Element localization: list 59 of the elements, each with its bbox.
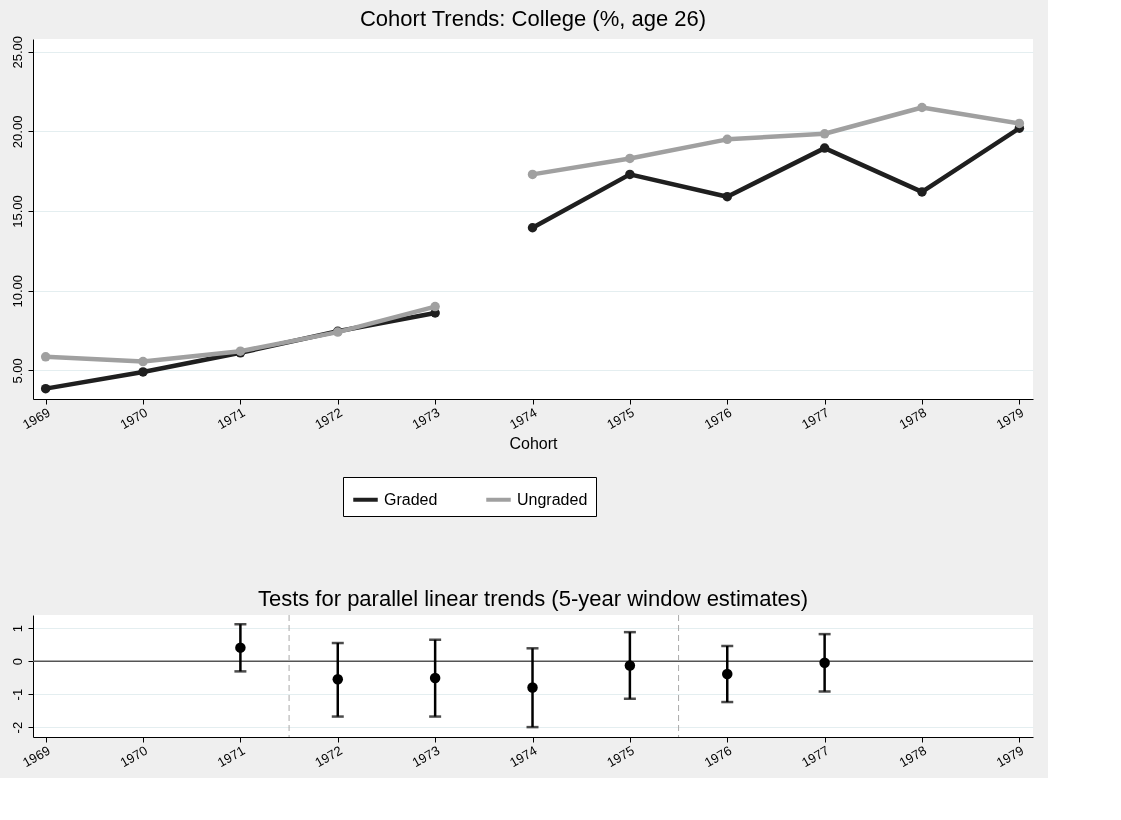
point	[138, 367, 148, 377]
point	[527, 682, 538, 693]
x-tick-label: 1972	[312, 404, 345, 433]
point	[235, 642, 246, 653]
chart-title: Cohort Trends: College (%, age 26)	[359, 6, 707, 32]
point	[527, 169, 538, 180]
y-tick-label: 1	[9, 625, 25, 633]
point	[1014, 118, 1025, 129]
legend-label: Graded	[384, 490, 438, 508]
x-tick-label: 1978	[896, 404, 929, 433]
point	[917, 187, 927, 197]
y-tick-label: 10.00	[9, 274, 25, 308]
x-tick-label: 1970	[117, 404, 151, 433]
x-tick-label: 1973	[409, 742, 443, 771]
point	[625, 153, 635, 164]
x-tick-label: 1979	[993, 742, 1027, 771]
point	[624, 660, 636, 671]
x-tick-label: 1978	[896, 742, 929, 771]
point	[722, 134, 732, 145]
point	[819, 143, 830, 153]
point	[722, 668, 733, 680]
y-tick-label: -2	[9, 721, 25, 734]
point	[430, 301, 440, 312]
y-tick-label: 15.00	[9, 195, 25, 228]
point	[819, 129, 830, 139]
x-tick-label: 1974	[506, 742, 540, 771]
point	[40, 352, 51, 362]
x-tick-label: 1976	[701, 742, 735, 771]
x-tick-label: 1972	[312, 742, 345, 771]
x-tick-label: 1973	[409, 404, 443, 433]
x-tick-label: 1979	[993, 404, 1027, 433]
x-tick-label: 1976	[701, 404, 735, 433]
point	[527, 223, 538, 233]
x-tick-label: 1970	[117, 742, 151, 771]
chart-title: Tests for parallel linear trends (5-year window estimates)	[257, 585, 809, 611]
y-tick-label: 25.00	[9, 35, 25, 69]
x-tick-label: 1971	[214, 404, 248, 433]
legend-label: Ungraded	[517, 490, 588, 508]
point	[722, 191, 732, 202]
x-tick-label: 1969	[20, 404, 53, 433]
point	[917, 102, 927, 113]
x-tick-label: 1975	[604, 742, 637, 771]
y-tick-label: 0	[9, 658, 25, 666]
point	[138, 356, 148, 367]
x-tick-label: 1969	[20, 742, 53, 771]
x-tick-label: 1971	[214, 742, 248, 771]
point	[40, 383, 51, 394]
y-tick-label: 5.00	[9, 358, 25, 384]
point	[332, 674, 344, 685]
x-tick-label: 1974	[506, 404, 540, 433]
y-tick-label: 20.00	[9, 115, 25, 149]
point	[429, 672, 441, 684]
x-tick-label: 1977	[799, 404, 832, 433]
x-tick-label: 1975	[604, 404, 637, 433]
point	[819, 657, 830, 669]
x-tick-label: 1977	[799, 742, 832, 771]
y-tick-label: -1	[9, 688, 25, 701]
point	[625, 169, 635, 180]
x-axis-title: Cohort	[509, 435, 559, 453]
